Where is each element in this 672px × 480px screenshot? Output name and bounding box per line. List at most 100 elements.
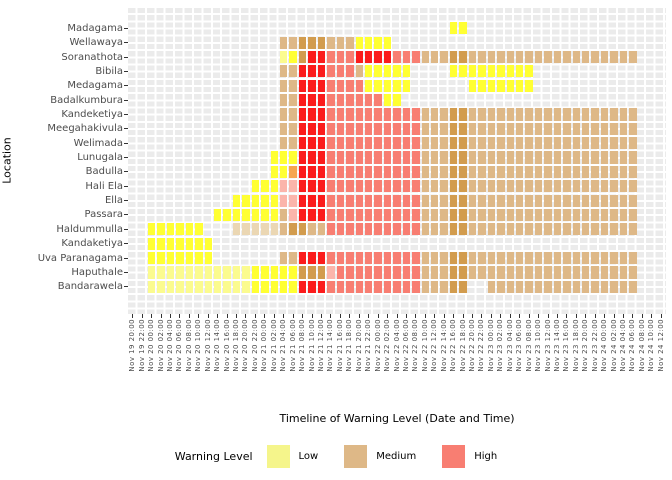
heatmap-tile xyxy=(298,137,307,150)
heatmap-tile xyxy=(308,108,316,121)
heatmap-tile xyxy=(449,108,458,121)
heatmap-tile xyxy=(364,94,373,107)
x-axis-label: Nov 21 10:00 xyxy=(307,319,316,372)
heatmap-tile xyxy=(355,36,363,49)
heatmap-tile xyxy=(346,280,354,293)
heatmap-tile xyxy=(515,65,524,78)
x-tick-mark xyxy=(217,314,219,318)
heatmap-tile xyxy=(317,280,326,293)
heatmap-tile xyxy=(402,280,411,293)
heatmap-tile xyxy=(629,251,637,265)
heatmap-tile xyxy=(572,137,581,150)
heatmap-tile xyxy=(364,137,373,150)
heatmap-tile xyxy=(393,50,401,64)
x-tick-mark xyxy=(566,314,568,318)
x-axis-label: Nov 21 00:00 xyxy=(260,319,269,372)
heatmap-tile xyxy=(393,165,401,178)
heatmap-tile xyxy=(506,180,514,193)
heatmap-tile xyxy=(563,266,571,279)
heatmap-tile xyxy=(572,194,581,207)
x-tick-mark xyxy=(575,314,577,318)
heatmap-tile xyxy=(572,251,581,265)
heatmap-tile xyxy=(270,165,279,178)
heatmap-tile xyxy=(289,122,297,135)
heatmap-tile xyxy=(506,50,514,64)
heatmap-tile xyxy=(544,50,552,64)
heatmap-tile xyxy=(515,180,524,193)
heatmap-tile xyxy=(629,180,637,193)
heatmap-tile xyxy=(393,180,401,193)
x-axis-label: Nov 23 04:00 xyxy=(505,319,514,372)
heatmap-tile xyxy=(449,266,458,279)
heatmap-tile xyxy=(412,180,420,193)
heatmap-tile xyxy=(327,36,335,49)
heatmap-tile xyxy=(591,194,599,207)
heatmap-tile xyxy=(289,36,297,49)
heatmap-tile xyxy=(515,137,524,150)
heatmap-tile xyxy=(515,280,524,293)
heatmap-tile xyxy=(515,223,524,236)
x-axis-label: Nov 20 06:00 xyxy=(175,319,184,372)
heatmap-tile xyxy=(629,108,637,121)
heatmap-tile xyxy=(525,208,533,222)
heatmap-tile xyxy=(515,122,524,135)
heatmap-tile xyxy=(289,108,297,121)
heatmap-tile xyxy=(317,223,326,236)
heatmap-tile xyxy=(525,79,533,92)
heatmap-tile xyxy=(364,79,373,92)
heatmap-tile xyxy=(600,165,609,178)
heatmap-tile xyxy=(534,280,543,293)
heatmap-tile xyxy=(280,266,288,279)
heatmap-tile xyxy=(280,65,288,78)
heatmap-tile xyxy=(468,223,477,236)
heatmap-tile xyxy=(270,280,279,293)
heatmap-tile xyxy=(355,165,363,178)
y-axis-label: Wellawaya xyxy=(69,37,124,49)
heatmap-tile xyxy=(270,180,279,193)
heatmap-tile xyxy=(346,223,354,236)
heatmap-tile xyxy=(440,180,448,193)
heatmap-tile xyxy=(497,194,505,207)
heatmap-tile xyxy=(251,266,260,279)
heatmap-tile xyxy=(166,280,175,293)
x-tick-mark xyxy=(613,314,615,318)
heatmap-tile xyxy=(515,108,524,121)
y-tick-mark xyxy=(124,271,128,273)
heatmap-tile xyxy=(582,122,590,135)
heatmap-tile xyxy=(298,50,307,64)
y-axis-label: Bandarawela xyxy=(57,281,123,293)
heatmap-tile xyxy=(506,122,514,135)
heatmap-tile xyxy=(421,165,430,178)
heatmap-tile xyxy=(383,79,392,92)
heatmap-tile xyxy=(251,223,260,236)
heatmap-tile xyxy=(431,137,439,150)
heatmap-tile xyxy=(553,108,562,121)
heatmap-tile xyxy=(280,180,288,193)
heatmap-tile xyxy=(431,280,439,293)
x-tick-mark xyxy=(179,314,181,318)
heatmap-tile xyxy=(506,79,514,92)
heatmap-tile xyxy=(374,266,382,279)
heatmap-tile xyxy=(289,194,297,207)
x-axis-label: Nov 21 16:00 xyxy=(335,319,344,372)
heatmap-tile xyxy=(327,94,335,107)
heatmap-tile xyxy=(232,194,241,207)
heatmap-tile xyxy=(364,122,373,135)
heatmap-tile xyxy=(563,180,571,193)
heatmap-tile xyxy=(619,194,628,207)
x-axis-label: Nov 20 10:00 xyxy=(194,319,203,372)
heatmap-tile xyxy=(619,180,628,193)
x-axis-label: Nov 24 12:00 xyxy=(656,319,665,372)
heatmap-tile xyxy=(336,180,345,193)
heatmap-tile xyxy=(270,223,279,236)
heatmap-tile xyxy=(364,108,373,121)
heatmap-tile xyxy=(487,165,496,178)
heatmap-tile xyxy=(534,108,543,121)
heatmap-tile xyxy=(317,36,326,49)
x-tick-mark xyxy=(368,314,370,318)
heatmap-tile xyxy=(213,208,222,222)
heatmap-tile xyxy=(346,251,354,265)
heatmap-tile xyxy=(383,280,392,293)
heatmap-tile xyxy=(487,266,496,279)
heatmap-tile xyxy=(374,208,382,222)
